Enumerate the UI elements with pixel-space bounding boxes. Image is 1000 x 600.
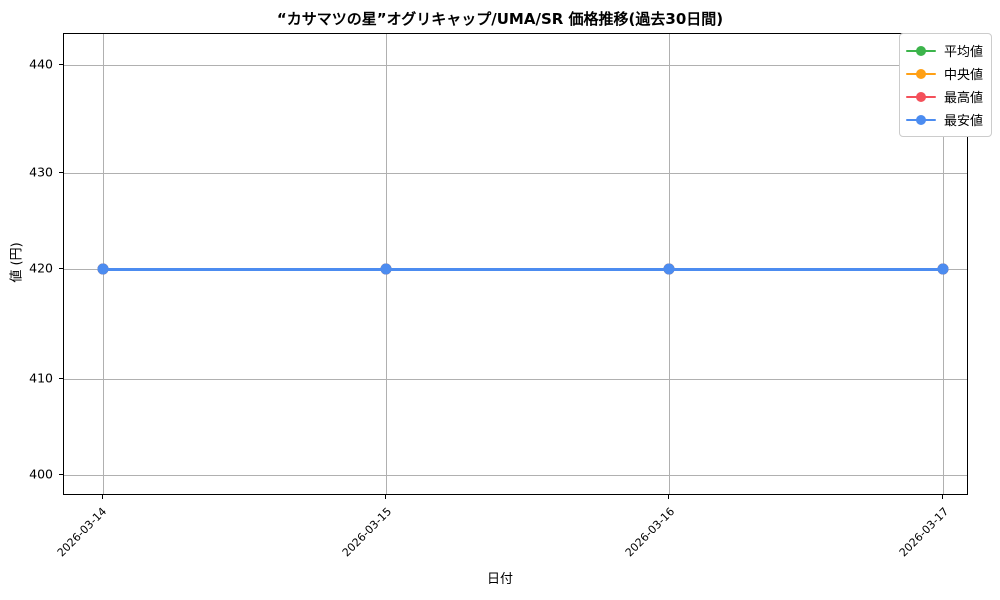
x-tick-mark-2026-03-14: [102, 495, 104, 499]
series-min-point: [380, 263, 392, 275]
legend-label-median: 中央値: [943, 68, 983, 83]
legend-label-max: 最高値: [943, 91, 983, 106]
legend-item-min[interactable]: 最安値: [905, 108, 983, 131]
y-tick-label-440: 440: [29, 56, 53, 72]
legend-item-average[interactable]: 平均値: [905, 39, 983, 62]
y-tick-mark-420: [59, 268, 63, 270]
legend-swatch-median-icon: [905, 67, 936, 81]
chart-legend[interactable]: 平均値 中央値 最高値 最安値: [898, 33, 992, 137]
legend-item-max[interactable]: 最高値: [905, 85, 983, 108]
plot-area: [63, 33, 968, 495]
x-tick-mark-2026-03-16: [668, 495, 670, 499]
series-min-point: [663, 263, 675, 275]
gridline-y-430: [64, 173, 967, 174]
series-min-line: [103, 267, 943, 271]
y-tick-label-420: 420: [29, 260, 53, 276]
legend-swatch-max-icon: [905, 90, 936, 104]
x-tick-mark-2026-03-17: [942, 495, 944, 499]
x-axis-label: 日付: [486, 572, 513, 587]
series-min-point: [97, 263, 109, 275]
y-tick-mark-440: [59, 64, 63, 66]
legend-label-min: 最安値: [943, 114, 983, 129]
y-tick-mark-410: [59, 378, 63, 380]
gridline-y-410: [64, 379, 967, 380]
gridline-y-440: [64, 65, 967, 66]
chart-title: “カサマツの星”オグリキャップ/UMA/SR 価格推移(過去30日間): [276, 10, 724, 28]
y-tick-mark-430: [59, 172, 63, 174]
gridline-y-400: [64, 475, 967, 476]
y-tick-label-400: 400: [29, 466, 53, 482]
legend-item-median[interactable]: 中央値: [905, 62, 983, 85]
x-tick-mark-2026-03-15: [385, 495, 387, 499]
y-tick-mark-400: [59, 474, 63, 476]
legend-swatch-average-icon: [905, 44, 936, 58]
y-tick-label-410: 410: [29, 370, 53, 386]
series-min-point: [937, 263, 949, 275]
legend-label-average: 平均値: [943, 45, 983, 60]
y-tick-label-430: 430: [29, 164, 53, 180]
legend-swatch-min-icon: [905, 113, 936, 127]
